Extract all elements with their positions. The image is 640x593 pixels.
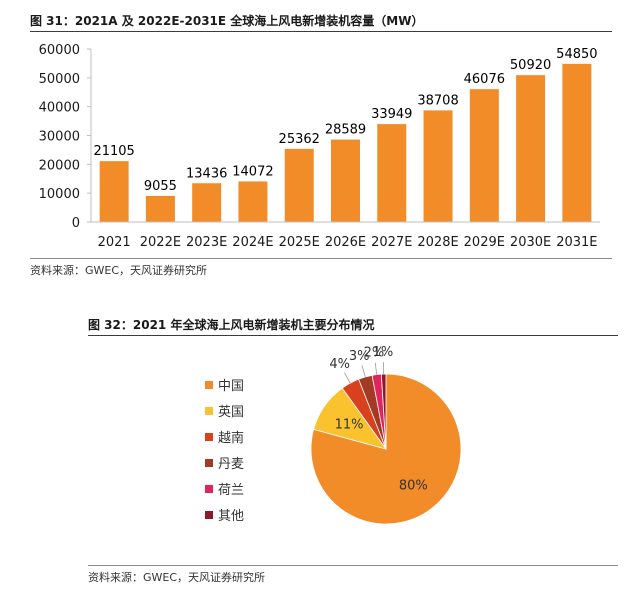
pie-chart-source: 资料来源：GWEC，天风证券研究所	[88, 571, 266, 584]
pie-percent-label: 2%	[364, 346, 385, 361]
legend-swatch	[205, 407, 213, 415]
x-tick-label: 2027E	[371, 235, 412, 250]
y-tick-label: 20000	[39, 158, 80, 173]
x-tick-label: 2028E	[417, 235, 458, 250]
bar-value-label: 33949	[371, 107, 412, 122]
bar-chart-source-rule	[30, 258, 612, 259]
y-tick-label: 40000	[39, 101, 80, 116]
pie-chart-title-rule	[88, 335, 618, 336]
y-tick-label: 10000	[39, 187, 80, 202]
legend-swatch	[205, 511, 213, 519]
y-tick-label: 0	[72, 216, 80, 231]
bar	[238, 181, 268, 222]
legend-label: 英国	[218, 405, 244, 420]
pie-chart-title: 图 32：2021 年全球海上风电新增装机主要分布情况	[88, 318, 375, 332]
bar-value-label: 25362	[279, 132, 320, 147]
x-tick-label: 2030E	[510, 235, 551, 250]
legend-label: 中国	[218, 379, 244, 394]
bar-chart-title-rule	[30, 31, 612, 32]
bar	[192, 183, 222, 222]
y-tick-label: 30000	[39, 130, 80, 145]
bar-value-label: 21105	[93, 144, 134, 159]
bar-chart-source: 资料来源：GWEC，天风证券研究所	[30, 264, 208, 277]
bar	[562, 63, 592, 222]
x-tick-label: 2029E	[464, 235, 505, 250]
pie-percent-label: 4%	[329, 357, 350, 372]
bar	[377, 124, 407, 222]
pie-percent-label: 11%	[335, 417, 364, 432]
pie-leader-line	[374, 362, 378, 375]
bar	[284, 148, 314, 222]
x-tick-label: 2024E	[232, 235, 273, 250]
legend-swatch	[205, 459, 213, 467]
pie-chart-source-rule	[88, 565, 618, 566]
legend-swatch	[205, 485, 213, 493]
bar-chart-title: 图 31：2021A 及 2022E-2031E 全球海上风电新增装机容量（MW…	[30, 14, 424, 28]
legend-label: 越南	[218, 430, 244, 446]
x-tick-label: 2023E	[186, 235, 227, 250]
legend-label: 其他	[218, 509, 244, 524]
x-tick-label: 2025E	[279, 235, 320, 250]
pie-slice	[380, 373, 387, 450]
x-tick-label: 2021	[98, 235, 131, 250]
pie-leader-line	[344, 372, 351, 384]
x-tick-label: 2022E	[140, 235, 181, 250]
bar-value-label: 28589	[325, 123, 366, 138]
bar	[331, 139, 360, 222]
pie-slice	[310, 373, 462, 525]
bar	[516, 75, 546, 222]
y-tick-label: 60000	[39, 43, 80, 58]
bar	[99, 161, 129, 222]
bar-chart: 0 10000 20000 30000 40000 50000 60000 21105 2021…	[39, 43, 600, 250]
pie-percent-label: 1%	[373, 345, 394, 360]
pie-leader-line	[361, 365, 366, 378]
bar-value-label: 46076	[464, 72, 505, 87]
pie-percent-label: 80%	[399, 479, 428, 494]
legend-swatch	[205, 381, 213, 389]
bar-value-label: 14072	[232, 164, 273, 179]
x-tick-label: 2031E	[556, 235, 597, 250]
bar-value-label: 9055	[144, 179, 177, 194]
legend-swatch	[205, 433, 213, 441]
legend-label: 荷兰	[218, 483, 244, 498]
bar-value-label: 54850	[556, 47, 597, 62]
y-tick-label: 50000	[39, 72, 80, 87]
bar-value-label: 38708	[417, 93, 458, 108]
bar-value-label: 50920	[510, 58, 551, 73]
x-tick-label: 2026E	[325, 235, 366, 250]
bar	[145, 195, 175, 222]
bar-value-label: 13436	[186, 166, 227, 181]
legend-label: 丹麦	[218, 457, 244, 472]
bar	[469, 89, 499, 223]
pie-percent-label: 3%	[349, 349, 370, 364]
bar	[423, 110, 453, 222]
